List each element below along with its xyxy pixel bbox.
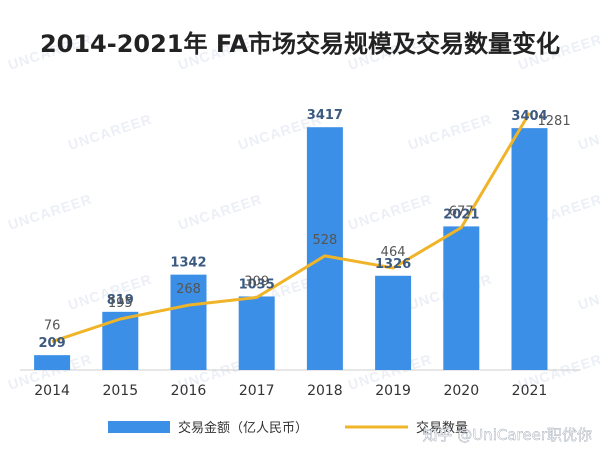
bar-series bbox=[34, 127, 548, 370]
x-tick-2014: 2014 bbox=[34, 383, 70, 399]
x-tick-2015: 2015 bbox=[102, 383, 138, 399]
line-value-labels: 76 195 268 309 528 464 677 1281 bbox=[44, 114, 571, 334]
line-series bbox=[51, 112, 531, 344]
line-value-label-2021: 1281 bbox=[538, 114, 571, 129]
line-value-label-2014: 76 bbox=[44, 319, 61, 334]
bar-value-label-2015: 819 bbox=[107, 293, 134, 308]
legend-label-line: 交易数量 bbox=[416, 420, 468, 436]
bar-value-label-2019: 1326 bbox=[375, 257, 411, 272]
line-value-label-2015: 195 bbox=[108, 296, 133, 311]
bar-2016 bbox=[170, 274, 207, 370]
bar-value-label-2018: 3417 bbox=[307, 108, 343, 123]
bar-2014 bbox=[34, 355, 71, 370]
bar-2020 bbox=[443, 226, 480, 370]
watermark-text: UNCAREER bbox=[346, 191, 434, 233]
watermark-text: UNCAREER bbox=[6, 191, 94, 233]
watermark-text: UNCAREER bbox=[176, 191, 264, 233]
line-value-label-2019: 464 bbox=[381, 245, 406, 260]
bar-value-label-2020: 2021 bbox=[443, 207, 479, 222]
x-tick-2017: 2017 bbox=[239, 383, 275, 399]
x-tick-2019: 2019 bbox=[375, 383, 411, 399]
watermark-layer: UNCAREER UNCAREER UNCAREER UNCAREER UNCAREER… bbox=[6, 31, 600, 393]
x-tick-2020: 2020 bbox=[443, 383, 479, 399]
bar-2019 bbox=[375, 275, 412, 370]
line-value-label-2017: 309 bbox=[244, 274, 269, 289]
x-tick-2021: 2021 bbox=[512, 383, 548, 399]
bar-2017 bbox=[238, 296, 275, 370]
bar-value-labels: 209 819 1342 1035 3417 1326 2021 3404 bbox=[39, 108, 548, 351]
bar-value-label-2016: 1342 bbox=[170, 256, 206, 271]
chart-title: 2014-2021年 FA市场交易规模及交易数量变化 bbox=[40, 30, 560, 58]
bar-value-label-2017: 1035 bbox=[239, 277, 275, 292]
line-value-label-2016: 268 bbox=[176, 282, 201, 297]
watermark-caption: 知乎 @UniCareer职优你 bbox=[422, 426, 592, 444]
legend: 交易金额（亿人民币） 交易数量 bbox=[108, 420, 468, 436]
watermark-text: UNCAREER bbox=[576, 111, 600, 153]
x-tick-2018: 2018 bbox=[307, 383, 343, 399]
bar-value-label-2014: 209 bbox=[39, 336, 66, 351]
bar-2018 bbox=[306, 127, 343, 370]
legend-label-bar: 交易金额（亿人民币） bbox=[178, 420, 308, 436]
watermark-text: UNCAREER bbox=[576, 271, 600, 313]
watermark-text: UNCAREER bbox=[66, 111, 154, 153]
x-tick-2016: 2016 bbox=[171, 383, 207, 399]
line-value-label-2018: 528 bbox=[312, 233, 337, 248]
bar-value-label-2021: 3404 bbox=[511, 109, 547, 124]
legend-swatch-bar bbox=[108, 421, 170, 433]
x-tick-labels: 2014 2015 2016 2017 2018 2019 2020 2021 bbox=[34, 383, 547, 399]
watermark-text: UNCAREER bbox=[406, 111, 494, 153]
line-path bbox=[51, 112, 531, 344]
bar-2021 bbox=[511, 128, 548, 370]
line-value-label-2020: 677 bbox=[449, 205, 474, 220]
